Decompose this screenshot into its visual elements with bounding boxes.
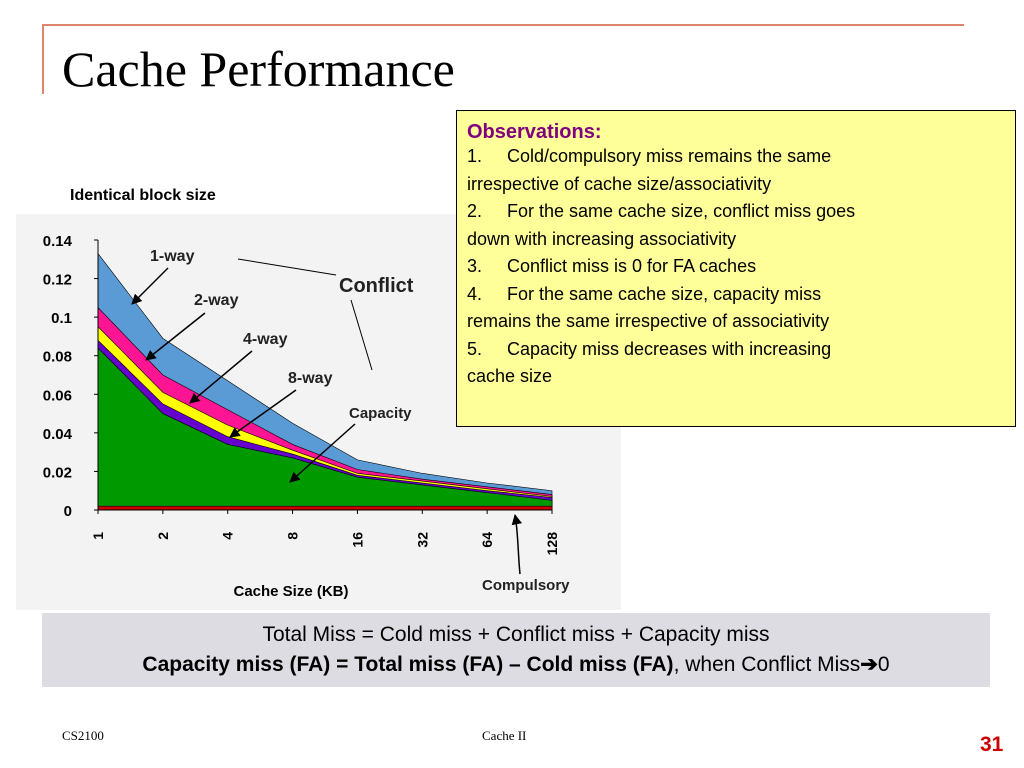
x-axis-label: Cache Size (KB) [233,583,348,600]
observation-5: 5. Capacity miss decreases with increasin… [467,338,832,359]
y-tick-label: 0 [64,503,72,520]
x-tick-label: 32 [414,532,430,548]
frame-left-rule [42,24,44,94]
observation-1-cont: irrespective of cache size/associativity [467,173,772,194]
observation-4-cont: remains the same irrespective of associa… [467,311,830,331]
annotation-4-way: 4-way [243,331,288,348]
conflict-line [237,258,337,276]
x-tick-label: 1 [90,532,106,540]
chart-caption: Identical block size [70,187,216,204]
observation-2: 2. For the same cache size, conflict miss… [467,201,856,221]
formula-box: Total Miss = Cold miss + Conflict miss +… [42,613,990,687]
x-tick-label: 2 [155,532,171,540]
y-tick-label: 0.08 [43,349,72,366]
y-tick-label: 0.02 [43,464,72,481]
observation-list: 1. Cold/compulsory miss remains the same … [467,143,1005,391]
observation-2-cont: down with increasing associativity [467,228,737,249]
conflict-line [350,299,373,371]
x-tick-label: 8 [285,532,301,540]
observation-4: 4. For the same cache size, capacity miss [467,283,822,304]
annotation-capacity: Capacity [349,405,412,422]
annotation-compulsory: Compulsory [482,577,570,594]
footer-topic: Cache II [482,728,527,743]
y-tick-label: 0.14 [43,233,73,250]
miss-rate-chart: 0.14 0.12 0.1 0.08 0.06 0.04 0.02 0 1 2 4 8 16 32 64 12… [43,233,570,600]
annotation-conflict: Conflict [339,275,414,297]
annotation-arrow [131,267,169,305]
annotation-1-way: 1-way [150,248,195,265]
annotation-arrow [289,423,356,483]
y-tick-label: 0.1 [51,310,72,327]
annotation-arrow [229,389,297,438]
y-tick-label: 0.06 [43,387,72,404]
y-tick-label: 0.12 [43,272,72,289]
observation-3: 3. Conflict miss is 0 for FA caches [467,256,757,276]
arrow-icon: ➔ [860,653,878,676]
x-tick-label: 128 [544,532,560,556]
annotation-8-way: 8-way [288,370,333,387]
observation-5-cont: cache size [467,366,553,386]
observations-heading: Observations: [467,121,602,143]
compulsory-arrow [511,513,522,575]
footer-course: CS2100 [62,728,104,743]
area-compulsory [97,505,553,511]
annotation-arrow [145,312,206,361]
frame-top-rule [42,24,964,26]
y-tick-label: 0.04 [43,426,73,443]
x-tick-label: 4 [220,532,236,540]
slide-title: Cache Performance [62,41,455,97]
x-tick-label: 16 [349,532,365,548]
annotation-arrow [189,350,253,404]
formula-bold: Capacity miss (FA) = Total miss (FA) – C… [142,653,674,676]
formula-line-2: Capacity miss (FA) = Total miss (FA) – C… [142,653,890,676]
page-number: 31 [980,733,1004,756]
x-tick-label: 64 [479,532,495,548]
observations-box: Observations: 1. Cold/compulsory miss rem… [456,110,1016,427]
annotation-2-way: 2-way [194,292,239,309]
observation-1: 1. Cold/compulsory miss remains the same [467,146,832,166]
formula-line-1: Total Miss = Cold miss + Conflict miss +… [262,623,770,646]
area-capacity [97,347,553,511]
